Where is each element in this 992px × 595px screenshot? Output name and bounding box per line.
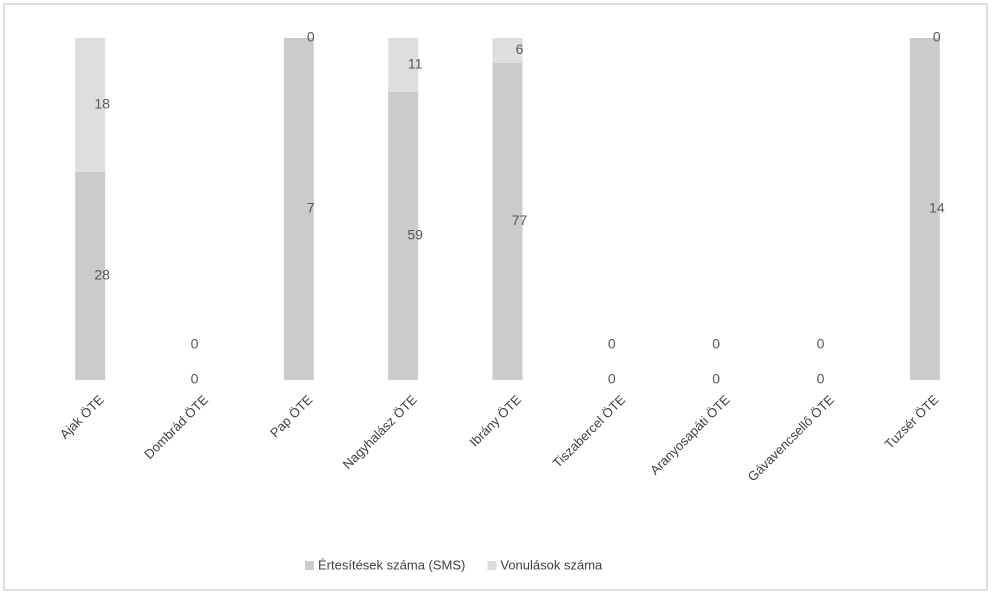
bar-segment xyxy=(388,38,419,92)
legend-label: Értesítések száma (SMS) xyxy=(318,557,465,572)
data-label: 0 xyxy=(817,371,825,387)
x-tick-label: Ajak ÖTE xyxy=(57,392,107,442)
x-tick-label: Dombrád ÖTE xyxy=(141,392,211,462)
legend-swatch xyxy=(487,561,497,570)
x-tick-label: Gávavencsellő ÖTE xyxy=(745,392,838,485)
data-label: 0 xyxy=(712,336,720,352)
data-label: 0 xyxy=(608,371,616,387)
x-tick-label: Ibrány ÖTE xyxy=(466,392,524,450)
bar-segment xyxy=(492,38,523,63)
data-label: 0 xyxy=(191,371,199,387)
legend: Értesítések száma (SMS) Vonulások száma xyxy=(305,557,603,572)
data-label: 59 xyxy=(407,227,423,243)
data-label: 0 xyxy=(712,371,720,387)
legend-swatch xyxy=(305,561,314,570)
bar-segment xyxy=(492,62,523,380)
data-label: 0 xyxy=(307,29,315,45)
x-tick-label: Pap ÖTE xyxy=(267,392,316,441)
bar-segment xyxy=(75,38,106,172)
data-label: 0 xyxy=(933,29,941,45)
data-label: 0 xyxy=(817,336,825,352)
data-label: 6 xyxy=(516,41,524,57)
x-tick-label: Aranyosapáti ÖTE xyxy=(647,392,733,478)
data-label: 14 xyxy=(929,200,945,216)
chart-border xyxy=(3,3,988,591)
bar-segment xyxy=(75,171,106,380)
data-label: 0 xyxy=(608,336,616,352)
x-tick-label: Nagyhalász ÖTE xyxy=(340,392,420,472)
data-label: 28 xyxy=(94,267,110,283)
legend-label: Vonulások száma xyxy=(500,557,603,572)
data-label: 18 xyxy=(94,96,110,112)
data-label: 77 xyxy=(512,212,528,228)
data-label: 0 xyxy=(191,336,199,352)
bar-segment xyxy=(283,38,314,380)
bar-segment xyxy=(909,38,940,380)
data-label: 11 xyxy=(408,56,423,72)
data-label: 7 xyxy=(307,200,315,216)
bar-segment xyxy=(388,91,419,380)
x-tick-label: Tuzsér ÖTE xyxy=(882,392,942,452)
x-tick-label: Tiszabercel ÖTE xyxy=(550,392,629,471)
